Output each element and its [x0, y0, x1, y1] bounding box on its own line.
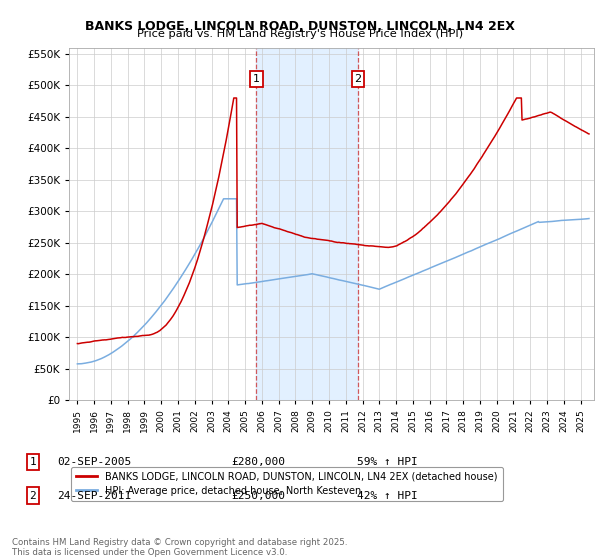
- Text: 1: 1: [29, 457, 37, 467]
- Legend: BANKS LODGE, LINCOLN ROAD, DUNSTON, LINCOLN, LN4 2EX (detached house), HPI: Aver: BANKS LODGE, LINCOLN ROAD, DUNSTON, LINC…: [71, 467, 503, 501]
- Text: £280,000: £280,000: [231, 457, 285, 467]
- Bar: [256, 48, 358, 400]
- Text: 24-SEP-2011: 24-SEP-2011: [57, 491, 131, 501]
- Text: 59% ↑ HPI: 59% ↑ HPI: [357, 457, 418, 467]
- Text: Contains HM Land Registry data © Crown copyright and database right 2025.
This d: Contains HM Land Registry data © Crown c…: [12, 538, 347, 557]
- Text: 1: 1: [253, 74, 260, 84]
- Text: Price paid vs. HM Land Registry's House Price Index (HPI): Price paid vs. HM Land Registry's House …: [137, 29, 463, 39]
- Text: 2: 2: [355, 74, 362, 84]
- Text: £250,000: £250,000: [231, 491, 285, 501]
- Text: 2: 2: [29, 491, 37, 501]
- Text: BANKS LODGE, LINCOLN ROAD, DUNSTON, LINCOLN, LN4 2EX: BANKS LODGE, LINCOLN ROAD, DUNSTON, LINC…: [85, 20, 515, 32]
- Text: 42% ↑ HPI: 42% ↑ HPI: [357, 491, 418, 501]
- Text: 02-SEP-2005: 02-SEP-2005: [57, 457, 131, 467]
